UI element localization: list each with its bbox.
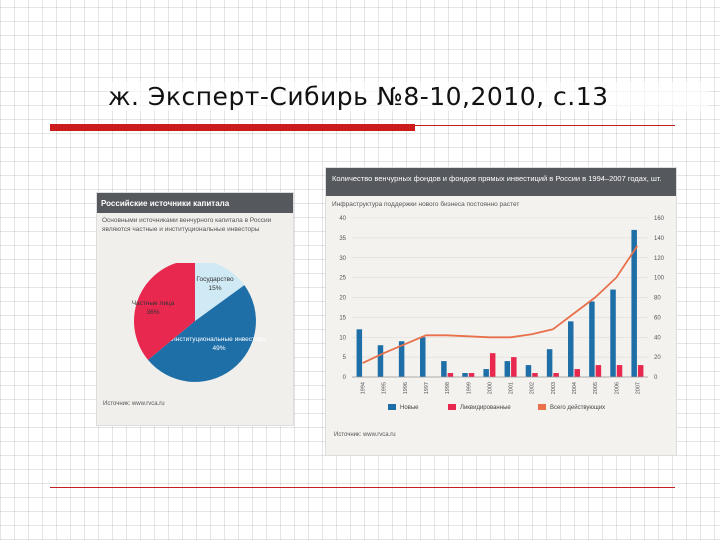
x-tick-label: 2003	[551, 382, 557, 394]
pie-slice-value: 49%	[212, 345, 225, 352]
bar-new	[441, 361, 447, 377]
legend-swatch	[388, 404, 396, 410]
x-tick-label: 1996	[403, 382, 409, 394]
bar-new	[589, 301, 595, 377]
pie-slice	[195, 263, 245, 321]
pie-slice-value: 36%	[146, 309, 159, 316]
bar-liquidated	[511, 357, 517, 377]
bar-chart-source: Источник: www.rvca.ru	[334, 432, 396, 438]
bar-new	[631, 229, 637, 377]
y-tick-right: 100	[654, 276, 665, 282]
bar-new	[504, 361, 511, 377]
bar-new	[398, 341, 405, 377]
title-underline-red	[50, 124, 415, 131]
x-tick-label: 1995	[382, 382, 388, 394]
y-tick-right: 20	[654, 355, 661, 361]
bar-new	[377, 345, 384, 377]
bar-chart: 0 0 5 20 10 40 15 60 20 80 25 100 30 120 35 140 40 160 199…	[339, 216, 665, 411]
pie-chart: Государство 15% Институциональные инвестор…	[132, 263, 267, 382]
bar-liquidated	[616, 365, 623, 377]
bar-new	[483, 369, 489, 377]
pie-chart-subtitle: Основными источниками венчурного капитал…	[102, 217, 272, 233]
bar-chart-panel: Количество венчурных фондов и фондов пря…	[326, 168, 676, 455]
y-tick-left: 10	[339, 335, 346, 341]
x-tick-label: 2007	[635, 382, 641, 394]
pie-slice-label: Государство	[196, 276, 234, 283]
y-tick-left: 40	[339, 216, 346, 222]
bar-liquidated	[447, 373, 454, 377]
legend-label: Ликвидированные	[460, 405, 511, 411]
pie-slice	[148, 285, 256, 382]
y-tick-right: 40	[654, 335, 661, 341]
bar-new	[525, 365, 532, 377]
line-total-active	[362, 245, 639, 364]
legend-label: Новые	[400, 405, 419, 411]
bar-new	[546, 349, 553, 377]
x-tick-label: 1998	[445, 382, 451, 394]
bar-new	[462, 373, 468, 377]
bar-chart-subtitle: Инфраструктура поддержки нового бизнеса …	[332, 201, 520, 208]
y-tick-right: 140	[654, 236, 665, 242]
bar-new	[610, 289, 616, 377]
pie-slice-value: 15%	[208, 285, 221, 292]
x-tick-label: 2004	[572, 382, 578, 394]
y-tick-right: 160	[654, 216, 665, 222]
x-tick-label: 2000	[487, 382, 493, 394]
x-tick-label: 1994	[361, 382, 367, 394]
bar-new	[568, 321, 574, 377]
x-tick-label: 2001	[509, 382, 515, 394]
y-tick-right: 60	[654, 315, 661, 321]
bar-liquidated	[574, 369, 580, 377]
pie-chart-panel: Российские источники капитала Основными …	[97, 193, 293, 425]
y-tick-left: 0	[343, 375, 347, 381]
legend-swatch	[538, 404, 546, 410]
bar-liquidated	[468, 373, 475, 377]
y-tick-left: 25	[339, 276, 346, 282]
bar-liquidated	[637, 365, 644, 377]
pie-slice-label: Частные лица	[132, 300, 175, 307]
x-tick-label: 1997	[424, 382, 430, 394]
pie-slice	[134, 263, 195, 360]
y-tick-left: 30	[339, 256, 346, 262]
bar-liquidated	[595, 365, 602, 377]
legend-swatch	[448, 404, 456, 410]
bar-chart-title: Количество венчурных фондов и фондов пря…	[326, 168, 676, 196]
y-tick-left: 15	[339, 315, 346, 321]
y-tick-right: 0	[654, 375, 658, 381]
bar-liquidated	[489, 353, 496, 377]
bar-new	[356, 329, 363, 377]
y-tick-right: 120	[654, 256, 665, 262]
x-tick-label: 1999	[466, 382, 472, 394]
bar-new	[420, 337, 426, 377]
legend-label: Всего действующих	[550, 404, 605, 411]
title-underline-thin	[415, 125, 675, 126]
bar-liquidated	[532, 373, 538, 377]
pie-slice-label: Институциональные инвесторы	[171, 336, 267, 343]
y-tick-right: 80	[654, 296, 661, 302]
x-tick-label: 2002	[530, 382, 536, 394]
x-tick-label: 2006	[614, 382, 620, 394]
bottom-divider	[50, 487, 675, 488]
x-tick-label: 2005	[593, 382, 599, 394]
pie-chart-source: Источник: www.rvca.ru	[103, 401, 165, 407]
bar-liquidated	[553, 373, 559, 377]
y-tick-left: 35	[339, 236, 346, 242]
slide-title: ж. Эксперт-Сибирь №8-10,2010, с.13	[108, 82, 708, 111]
y-tick-left: 20	[339, 296, 346, 302]
y-tick-left: 5	[343, 355, 347, 361]
pie-chart-title: Российские источники капитала	[97, 193, 293, 213]
